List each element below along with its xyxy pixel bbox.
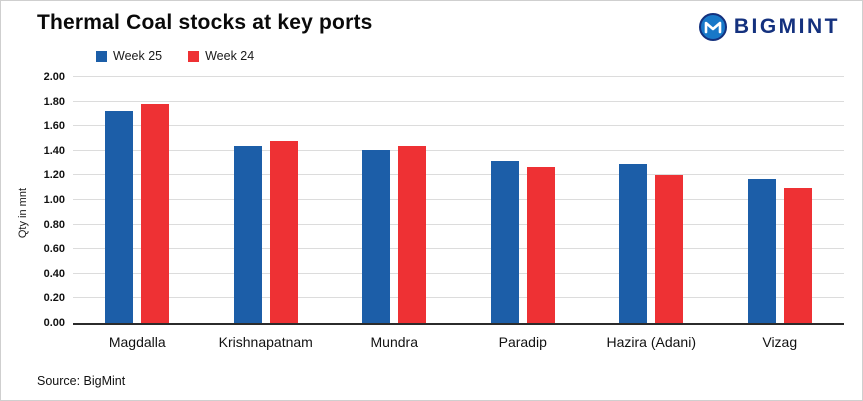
y-axis-tick-label: 0.00 <box>43 317 65 329</box>
plot-column: Magdalla Krishnapatnam Mundra Paradip Hazira… <box>73 76 844 350</box>
bar-week-25 <box>233 145 262 323</box>
y-axis-ticks: 0.00 0.20 0.40 0.60 0.80 1.00 1.20 1.40 1.60 1.80… <box>31 71 73 329</box>
y-axis-tick-label: 1.80 <box>43 95 65 108</box>
y-axis-tick-label: 0.20 <box>43 292 65 305</box>
bar-week-24 <box>269 140 298 323</box>
y-axis-tick-label: 1.00 <box>43 194 65 206</box>
brand-text: BIGMINT <box>733 15 840 38</box>
x-axis-label: Hazira (Adani) <box>606 334 696 350</box>
gridline <box>73 248 844 250</box>
bar-week-25 <box>619 164 648 323</box>
bar-group <box>459 77 588 323</box>
gridline <box>73 149 844 151</box>
bar-week-24 <box>783 187 812 323</box>
legend: Week 25 Week 24 <box>96 49 862 63</box>
gridline <box>73 76 844 77</box>
bar-week-24 <box>141 104 170 323</box>
legend-label: Week 24 <box>205 49 255 63</box>
y-axis-tick-label: 0.60 <box>43 243 65 256</box>
source-note: Source: BigMint <box>37 374 126 388</box>
y-axis-tick-label: 2.00 <box>43 71 65 83</box>
x-axis-labels: Magdalla Krishnapatnam Mundra Paradip Hazira… <box>73 334 844 350</box>
bar-week-25 <box>105 111 134 323</box>
gridline <box>73 100 844 102</box>
bar-week-25 <box>490 160 519 323</box>
bar-week-24 <box>655 175 684 323</box>
gridline <box>73 223 844 225</box>
chart-area: Qty in mnt 0.00 0.20 0.40 0.60 0.80 1.00 1.20 1… <box>15 71 844 350</box>
y-axis-title-text: Qty in mnt <box>17 188 29 239</box>
chart-title: Thermal Coal stocks at key ports <box>37 11 373 34</box>
x-axis-label: Krishnapatnam <box>218 334 313 350</box>
legend-swatch <box>188 50 200 62</box>
gridline <box>73 199 844 200</box>
y-axis-tick-label: 1.60 <box>43 120 65 133</box>
bar-week-25 <box>362 149 391 323</box>
gridline <box>73 174 844 176</box>
bigmint-logo-icon <box>698 13 727 41</box>
bigmint-logo: BIGMINT <box>698 13 840 41</box>
bar-group <box>202 77 331 323</box>
x-axis-label: Paradip <box>498 334 547 350</box>
bar-week-24 <box>398 145 427 323</box>
legend-item: Week 24 <box>188 49 254 63</box>
y-axis-tick-label: 1.20 <box>43 169 65 182</box>
bar-group <box>73 77 202 323</box>
legend-item: Week 25 <box>96 49 162 63</box>
y-axis-tick-label: 0.40 <box>43 267 65 280</box>
gridline <box>73 272 844 274</box>
bar-group <box>330 77 459 323</box>
legend-swatch <box>96 50 107 62</box>
legend-label: Week 25 <box>113 49 163 63</box>
bars-layer <box>73 77 844 323</box>
bar-group <box>716 77 845 323</box>
y-axis-tick-label: 1.40 <box>43 144 65 157</box>
x-axis-label: Mundra <box>370 334 418 350</box>
x-axis-label: Magdalla <box>108 334 166 350</box>
x-axis-label: Vizag <box>762 334 798 350</box>
plot-area <box>73 76 844 325</box>
bar-week-24 <box>526 166 555 323</box>
chart-header: Thermal Coal stocks at key ports BIGMINT <box>1 1 862 41</box>
y-axis-title: Qty in mnt <box>15 77 31 350</box>
gridline <box>73 125 844 127</box>
bar-group <box>587 77 716 323</box>
bar-week-25 <box>747 179 776 323</box>
y-axis-tick-label: 0.80 <box>43 218 65 231</box>
gridline <box>73 297 844 299</box>
